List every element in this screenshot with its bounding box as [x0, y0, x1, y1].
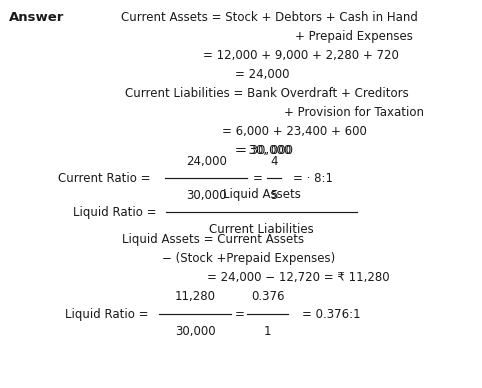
Text: = 6,000 + 23,400 + 600: = 6,000 + 23,400 + 600: [222, 125, 366, 138]
Text: Liquid Assets = Current Assets: Liquid Assets = Current Assets: [122, 233, 304, 246]
Text: 30,000: 30,000: [175, 325, 215, 338]
Text: 0.376: 0.376: [251, 290, 284, 303]
Text: = 12,000 + 9,000 + 2,280 + 720: = 12,000 + 9,000 + 2,280 + 720: [203, 49, 399, 62]
Text: = 0.376:1: = 0.376:1: [302, 308, 361, 321]
Text: Current Liabilities = Bank Overdraft + Creditors: Current Liabilities = Bank Overdraft + C…: [125, 87, 408, 100]
Text: 11,280: 11,280: [174, 290, 216, 303]
Text: Current Ratio =: Current Ratio =: [58, 172, 151, 185]
Text: Liquid Assets: Liquid Assets: [223, 188, 301, 201]
Text: + Prepaid Expenses: + Prepaid Expenses: [295, 30, 413, 43]
Text: 24,000: 24,000: [186, 154, 227, 168]
Text: 1: 1: [264, 325, 271, 338]
Text: Liquid Ratio =: Liquid Ratio =: [73, 206, 157, 219]
Text: = 24,000: = 24,000: [235, 68, 290, 81]
Text: Answer: Answer: [9, 11, 64, 24]
Text: 5: 5: [270, 189, 278, 203]
Text: = 30,000: = 30,000: [237, 144, 291, 157]
Text: =: =: [253, 172, 263, 185]
Text: + Provision for Taxation: + Provision for Taxation: [284, 106, 424, 119]
Text: Liquid Ratio =: Liquid Ratio =: [65, 308, 148, 321]
Text: 4: 4: [270, 154, 278, 168]
Text: = 24,000 − 12,720 = ₹ 11,280: = 24,000 − 12,720 = ₹ 11,280: [207, 271, 389, 284]
Text: =: =: [235, 308, 244, 321]
Text: = 30, 000: = 30, 000: [235, 144, 293, 157]
Text: − (Stock +Prepaid Expenses): − (Stock +Prepaid Expenses): [162, 252, 335, 265]
Text: Current Assets = Stock + Debtors + Cash in Hand: Current Assets = Stock + Debtors + Cash …: [121, 11, 418, 24]
Text: 30,000: 30,000: [186, 189, 227, 203]
Text: Current Liabilities: Current Liabilities: [209, 223, 314, 236]
Text: = · 8:1: = · 8:1: [293, 172, 333, 185]
